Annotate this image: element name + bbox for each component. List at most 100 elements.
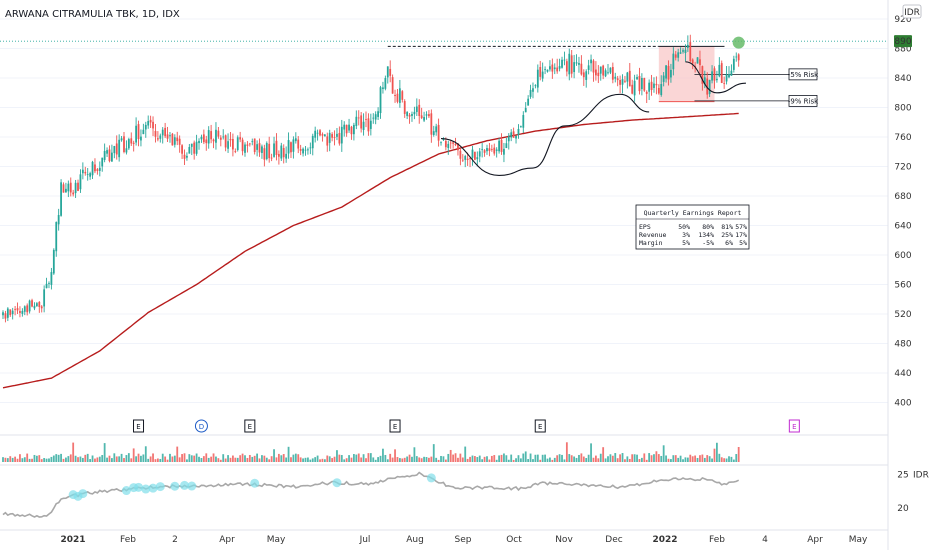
volume-bar bbox=[367, 453, 370, 462]
volume-bar bbox=[26, 453, 29, 462]
candle-body bbox=[493, 147, 496, 154]
candle-body bbox=[510, 132, 513, 138]
price-axis[interactable]: 920 880 840 800 760 720 680 640 600 560 520 480 440 4… bbox=[887, 0, 929, 550]
volume-bar bbox=[369, 453, 372, 462]
volume-bar bbox=[522, 453, 525, 462]
candle-body bbox=[670, 69, 672, 78]
volume-bar bbox=[2, 457, 4, 462]
candle-body bbox=[132, 142, 135, 144]
volume-bar bbox=[154, 459, 157, 462]
candle-body bbox=[144, 124, 147, 130]
rs-highlight bbox=[426, 473, 436, 483]
volume-bar bbox=[173, 455, 176, 462]
volume-bar bbox=[229, 457, 232, 462]
rs-tick-label: 25 bbox=[897, 471, 908, 481]
volume-bar bbox=[631, 454, 634, 462]
volume-bar bbox=[316, 455, 319, 462]
volume-bar bbox=[633, 454, 636, 462]
candle-body bbox=[541, 71, 544, 79]
candle-body bbox=[703, 77, 706, 85]
breakout-circle bbox=[732, 36, 745, 49]
time-tick-label: 4 bbox=[762, 535, 768, 545]
candle-body bbox=[674, 54, 677, 58]
cup-drawings bbox=[441, 36, 746, 176]
volume-bar bbox=[394, 449, 396, 462]
candle-body bbox=[386, 66, 389, 78]
candle-body bbox=[369, 120, 372, 129]
candle-body bbox=[137, 124, 140, 140]
volume-bar bbox=[55, 454, 58, 462]
candle-body bbox=[115, 143, 118, 155]
rs-highlight bbox=[332, 478, 342, 488]
volume-bar bbox=[14, 456, 16, 462]
price-tick-label: 840 bbox=[894, 74, 911, 84]
volume-bar bbox=[219, 459, 222, 462]
candle-body bbox=[657, 87, 660, 94]
price-tick-label: 560 bbox=[894, 281, 911, 291]
candle-body bbox=[522, 114, 525, 128]
volume-bar bbox=[333, 456, 336, 462]
candle-body bbox=[156, 138, 159, 140]
candle-body bbox=[96, 169, 99, 171]
candle-body bbox=[198, 140, 200, 144]
volume-bar bbox=[326, 455, 329, 462]
candle-body bbox=[285, 153, 288, 159]
volume-bar bbox=[524, 451, 527, 462]
volume-bar bbox=[348, 455, 350, 462]
volume-bar bbox=[84, 454, 87, 462]
candle-body bbox=[476, 157, 479, 160]
candle-body bbox=[273, 143, 275, 157]
candle-body bbox=[440, 142, 442, 144]
candle-body bbox=[420, 115, 423, 119]
volume-bar bbox=[222, 454, 225, 462]
volume-bar bbox=[241, 453, 244, 462]
volume-bar bbox=[108, 455, 111, 462]
candle-body bbox=[62, 184, 65, 193]
volume-bar bbox=[384, 454, 387, 462]
candle-body bbox=[401, 91, 404, 100]
candle-body bbox=[653, 83, 655, 88]
volume-bar bbox=[466, 458, 469, 462]
volume-bar bbox=[224, 458, 227, 462]
candle-body bbox=[353, 124, 355, 135]
volume-bar bbox=[377, 457, 379, 462]
volume-bar bbox=[539, 459, 542, 462]
volume-bar bbox=[149, 456, 152, 462]
candle-body bbox=[94, 164, 96, 172]
candle-body bbox=[219, 137, 222, 140]
time-tick-label: May bbox=[849, 535, 868, 545]
volume-bar bbox=[716, 442, 718, 462]
table-cell: 17% bbox=[735, 231, 747, 239]
candle-body bbox=[79, 174, 82, 190]
candle-body bbox=[309, 147, 312, 149]
candle-body bbox=[48, 283, 50, 285]
candle-body bbox=[466, 158, 469, 160]
volume-bar bbox=[556, 455, 559, 462]
volume-bar bbox=[650, 455, 653, 462]
marker-label: E bbox=[248, 423, 252, 431]
candle-body bbox=[490, 149, 493, 150]
volume-bar bbox=[152, 453, 154, 462]
time-axis[interactable]: 2021 Feb 2 Apr May Jul Aug Sep Oct Nov Dec 2022 Feb 4… bbox=[60, 535, 868, 545]
candle-body bbox=[570, 55, 573, 74]
table-frame bbox=[635, 204, 750, 250]
risk-label-box bbox=[788, 68, 818, 81]
candle-body bbox=[471, 149, 474, 158]
volume-bar bbox=[578, 454, 580, 462]
price-tick-label: 720 bbox=[894, 163, 911, 173]
candle-body bbox=[558, 66, 561, 69]
candle-body bbox=[553, 67, 556, 70]
candle-body bbox=[9, 309, 12, 316]
volume-bar bbox=[261, 455, 263, 462]
candle-body bbox=[268, 143, 271, 159]
volume-bar bbox=[585, 458, 588, 462]
candle-body bbox=[200, 136, 203, 140]
volume-bar bbox=[132, 448, 135, 462]
volume-bar bbox=[9, 456, 12, 462]
candle-body bbox=[98, 167, 101, 171]
candle-body bbox=[241, 139, 244, 152]
volume-bar bbox=[4, 457, 7, 462]
currency-badge[interactable] bbox=[902, 4, 922, 19]
